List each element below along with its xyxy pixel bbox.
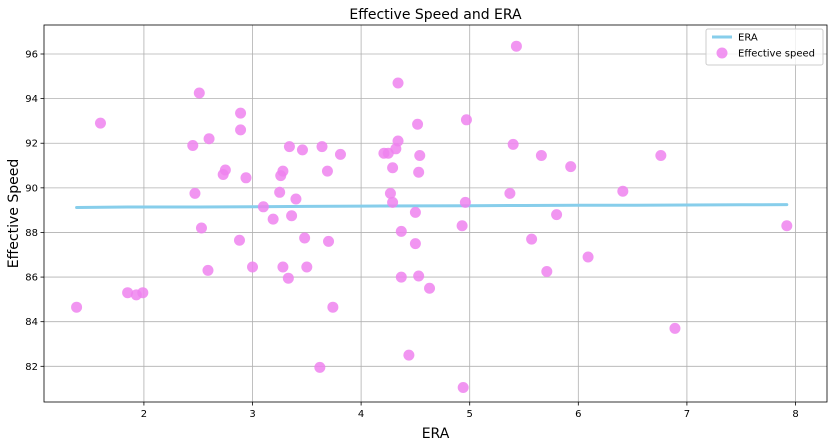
effective-speed-point (510, 40, 522, 52)
y-tick-label: 84 (25, 317, 38, 328)
era-line (75, 203, 789, 209)
effective-speed-point (321, 165, 333, 177)
x-axis-label: ERA (422, 426, 450, 442)
x-tick-label: 7 (684, 409, 690, 420)
effective-speed-point (565, 161, 577, 173)
tick-layer: 2 3 4 5 6 7 8 82 84 86 88 90 92 94 96 (25, 50, 798, 421)
effective-speed-point (323, 235, 335, 247)
effective-speed-point (202, 264, 214, 276)
effective-speed-point (551, 209, 563, 221)
effective-speed-point (274, 186, 286, 198)
effective-speed-point (189, 187, 201, 199)
effective-speed-point (392, 135, 404, 147)
effective-speed-point (235, 124, 247, 136)
effective-speed-point (267, 213, 279, 225)
effective-speed-point (460, 114, 472, 126)
y-tick-label: 88 (25, 228, 38, 239)
legend-line-label: ERA (738, 33, 758, 44)
effective-speed-point (655, 150, 667, 161)
effective-speed-point (327, 301, 339, 313)
effective-speed-point (277, 165, 289, 177)
effective-speed-point (71, 301, 83, 313)
effective-speed-point (504, 187, 516, 199)
effective-speed-point (459, 196, 471, 208)
effective-speed-point (413, 166, 425, 178)
effective-speed-point (193, 87, 205, 99)
x-tick-label: 6 (575, 409, 581, 420)
effective-speed-point (526, 233, 538, 245)
x-tick-label: 4 (358, 409, 364, 420)
effective-speed-point (195, 222, 207, 234)
effective-speed-point (94, 117, 106, 129)
effective-speed-point (257, 201, 269, 213)
effective-speed-point (296, 144, 308, 156)
effective-speed-point (414, 150, 426, 161)
effective-speed-point (384, 187, 396, 199)
grid-layer (44, 25, 827, 402)
effective-speed-point (314, 361, 326, 373)
y-tick-label: 90 (25, 183, 38, 194)
effective-speed-point (283, 141, 295, 153)
effective-speed-point (535, 150, 547, 161)
effective-speed-point (219, 164, 231, 176)
y-tick-label: 94 (25, 94, 38, 105)
effective-speed-point (187, 139, 199, 151)
effective-speed-point (413, 270, 425, 282)
legend-point-swatch (716, 47, 728, 59)
effective-speed-point (387, 196, 399, 208)
y-tick-label: 92 (25, 139, 38, 150)
y-tick-label: 86 (25, 273, 38, 284)
effective-speed-point (582, 251, 594, 263)
effective-speed-point (456, 220, 468, 232)
effective-speed-point (424, 282, 436, 294)
effective-speed-point (617, 185, 629, 197)
effective-speed-point (282, 272, 294, 284)
effective-speed-point (781, 220, 793, 232)
x-tick-label: 8 (792, 409, 798, 420)
effective-speed-point (392, 77, 404, 89)
effective-speed-point (387, 162, 399, 174)
legend-box (705, 28, 824, 66)
y-tick-label: 96 (25, 50, 38, 61)
effective-speed-point (233, 234, 245, 246)
effective-speed-point (541, 266, 553, 277)
legend: ERA Effective speed (705, 28, 824, 66)
x-tick-label: 5 (467, 409, 473, 420)
effective-speed-point (507, 138, 519, 150)
line-layer (75, 203, 789, 209)
y-axis-label: Effective Speed (6, 159, 22, 268)
effective-speed-point (316, 141, 328, 153)
legend-point-label: Effective speed (738, 49, 815, 60)
effective-speed-point (669, 322, 681, 334)
effective-speed-point (457, 382, 469, 393)
effective-speed-point (409, 238, 421, 250)
effective-speed-point (235, 107, 247, 119)
effective-speed-point (334, 148, 346, 160)
effective-speed-point (203, 133, 215, 145)
effective-speed-point (277, 261, 289, 273)
effective-speed-point (412, 118, 424, 130)
effective-speed-point (395, 225, 407, 237)
effective-speed-point (290, 193, 302, 205)
effective-speed-point (409, 206, 421, 218)
x-tick-label: 2 (141, 409, 147, 420)
points-layer (71, 40, 793, 393)
effective-speed-point (301, 261, 313, 273)
chart-title: Effective Speed and ERA (349, 7, 522, 23)
effective-speed-point (247, 261, 259, 273)
effective-speed-point (395, 271, 407, 283)
effective-speed-point (137, 287, 149, 299)
effective-speed-point (286, 210, 298, 222)
effective-speed-point (122, 287, 134, 299)
effective-speed-point (299, 232, 311, 244)
effective-speed-point (403, 349, 415, 361)
effective-speed-point (240, 172, 252, 184)
y-tick-label: 82 (25, 362, 38, 373)
plot-frame (43, 24, 828, 403)
x-tick-label: 3 (249, 409, 255, 420)
